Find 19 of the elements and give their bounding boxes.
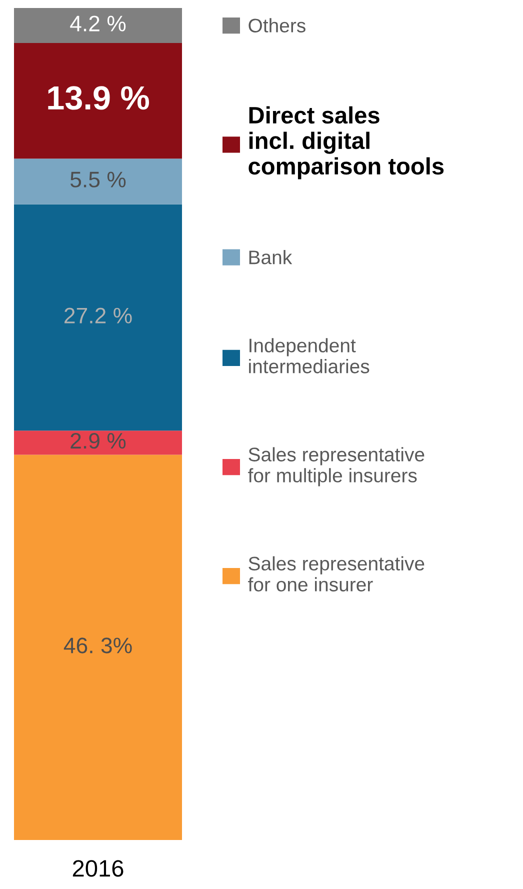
data-label: 5.5 % [70, 172, 126, 188]
data-label: 13.9 % [48, 86, 150, 110]
x-tick-label: 2016 [72, 860, 124, 877]
data-label: 2.9 % [70, 432, 126, 449]
bar [14, 204, 182, 431]
legend-label: Others [248, 18, 306, 32]
data-label: 46. 3% [64, 638, 132, 654]
legend-label: Sales representative for one insurer [248, 556, 424, 592]
data-label: 27.2 % [64, 308, 132, 324]
legend-label: Sales representative for multiple insurers [248, 447, 424, 486]
bar [14, 42, 182, 159]
bar [14, 8, 182, 43]
data-label: 4.2 % [70, 16, 126, 32]
legend-label: Direct sales incl. digital comparison tools [248, 106, 444, 180]
bar [14, 454, 182, 840]
bar [14, 158, 182, 204]
legend-label: Bank [249, 250, 292, 264]
legend-label: Independent intermediaries [249, 338, 370, 374]
bar [14, 430, 182, 455]
